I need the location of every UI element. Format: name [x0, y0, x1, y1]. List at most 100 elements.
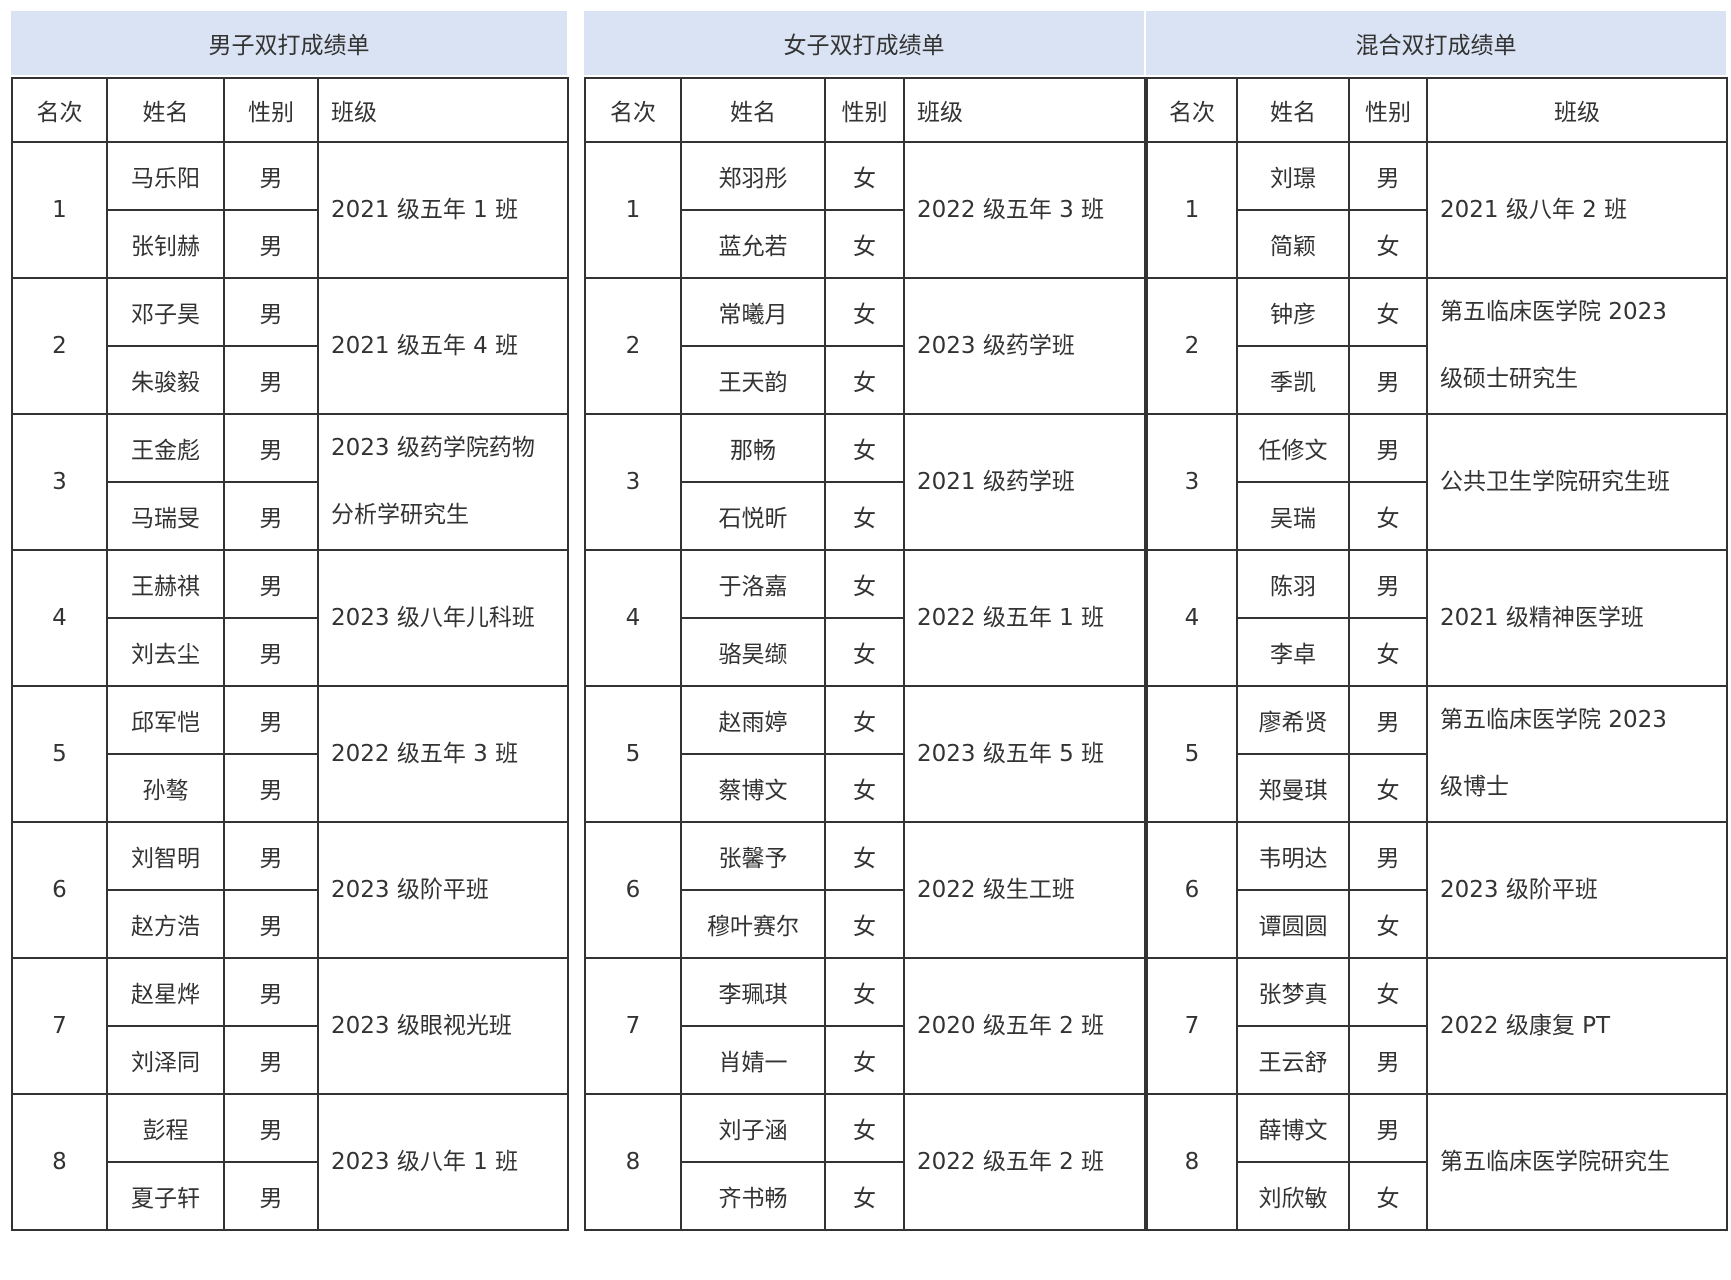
- player-name: 邱军恺: [106, 685, 225, 755]
- player-name: 王赫祺: [106, 549, 225, 619]
- rank-cell: 4: [11, 549, 108, 687]
- table-row: 简颖 女: [1147, 209, 1727, 279]
- rank-cell: 1: [11, 141, 108, 279]
- class-cell: 2022 级康复 PT: [1426, 957, 1728, 1095]
- player-name: 韦明达: [1236, 821, 1350, 891]
- player-gender: 女: [1348, 753, 1428, 823]
- player-gender: 男: [223, 141, 319, 211]
- player-name: 石悦昕: [680, 481, 826, 551]
- class-line: 2022 级五年 3 班: [331, 740, 519, 767]
- player-gender: 男: [223, 889, 319, 959]
- table-row: 3 那畅 女 2021 级药学班: [584, 413, 1146, 551]
- table-row: 刘欣敏 女: [1147, 1161, 1727, 1231]
- player-gender: 男: [1348, 549, 1428, 619]
- class-line: 2022 级康复 PT: [1440, 1012, 1611, 1039]
- player-gender: 女: [824, 345, 905, 415]
- rank-cell: 6: [11, 821, 108, 959]
- rank-cell: 5: [1146, 685, 1238, 823]
- player-gender: 女: [824, 1025, 905, 1095]
- rank-cell: 5: [11, 685, 108, 823]
- player-name: 刘去尘: [106, 617, 225, 687]
- table-row: 穆叶赛尔 女: [585, 889, 1145, 959]
- player-name: 刘智明: [106, 821, 225, 891]
- player-gender: 男: [223, 685, 319, 755]
- player-gender: 女: [1348, 209, 1428, 279]
- class-cell: 2023 级八年 1 班: [317, 1093, 569, 1231]
- class-line: 2021 级八年 2 班: [1440, 196, 1628, 223]
- table-row: 蓝允若 女: [585, 209, 1145, 279]
- rank-cell: 7: [584, 957, 682, 1095]
- player-name: 于洛嘉: [680, 549, 826, 619]
- table-row: 8 彭程 男 2023 级八年 1 班: [11, 1093, 569, 1231]
- womens-doubles-panel: 女子双打成绩单 名次 姓名 性别 班级 1 郑羽彤 女 2022 级五年 3 班…: [584, 11, 1146, 1231]
- rank-cell: 2: [11, 277, 108, 415]
- class-cell: 2023 级八年儿科班: [317, 549, 569, 687]
- rank-cell: 3: [11, 413, 108, 551]
- player-name: 蔡博文: [680, 753, 826, 823]
- class-line: 2022 级五年 3 班: [917, 196, 1105, 223]
- player-name: 骆昊缬: [680, 617, 826, 687]
- table-row: 8 薛博文 男 第五临床医学院研究生: [1146, 1093, 1728, 1231]
- player-name: 张梦真: [1236, 957, 1350, 1027]
- player-name: 朱骏毅: [106, 345, 225, 415]
- player-name: 陈羽: [1236, 549, 1350, 619]
- class-cell: 2022 级生工班: [903, 821, 1146, 959]
- header-name: 姓名: [680, 77, 826, 143]
- player-gender: 女: [824, 209, 905, 279]
- player-gender: 女: [824, 821, 905, 891]
- class-cell: 第五临床医学院研究生: [1426, 1093, 1728, 1231]
- table-row: 齐书畅 女: [585, 1161, 1145, 1231]
- class-line: 2023 级眼视光班: [331, 1012, 512, 1039]
- header-rank: 名次: [1146, 77, 1238, 143]
- class-line: 2022 级五年 2 班: [917, 1148, 1105, 1175]
- player-gender: 男: [223, 481, 319, 551]
- player-name: 李卓: [1236, 617, 1350, 687]
- class-line: 2021 级五年 1 班: [331, 196, 519, 223]
- player-gender: 女: [824, 753, 905, 823]
- class-cell: 第五临床医学院 2023 级硕士研究生: [1426, 277, 1728, 415]
- class-cell: 2021 级五年 1 班: [317, 141, 569, 279]
- player-name: 廖希贤: [1236, 685, 1350, 755]
- player-gender: 女: [1348, 889, 1428, 959]
- player-name: 常曦月: [680, 277, 826, 347]
- table-row: 1 马乐阳 男 2021 级五年 1 班: [11, 141, 569, 279]
- player-gender: 女: [1348, 481, 1428, 551]
- player-name: 邓子昊: [106, 277, 225, 347]
- class-line: 公共卫生学院研究生班: [1440, 468, 1670, 495]
- table-row: 4 于洛嘉 女 2022 级五年 1 班: [584, 549, 1146, 687]
- table-row: 刘泽同 男: [12, 1025, 568, 1095]
- table-row: 季凯 男: [1147, 345, 1727, 415]
- player-gender: 男: [223, 549, 319, 619]
- player-gender: 女: [824, 685, 905, 755]
- mens-doubles-panel: 男子双打成绩单 名次 姓名 性别 班级 1 马乐阳 男 2021 级五年 1 班…: [11, 11, 569, 1231]
- player-gender: 男: [223, 753, 319, 823]
- player-name: 薛博文: [1236, 1093, 1350, 1163]
- player-gender: 女: [1348, 957, 1428, 1027]
- table-row: 6 刘智明 男 2023 级阶平班: [11, 821, 569, 959]
- player-gender: 男: [1348, 1025, 1428, 1095]
- table-row: 肖婧一 女: [585, 1025, 1145, 1095]
- table-row: 朱骏毅 男: [12, 345, 568, 415]
- class-line: 2021 级药学班: [917, 468, 1075, 495]
- class-cell: 2020 级五年 2 班: [903, 957, 1146, 1095]
- table-row: 5 廖希贤 男 第五临床医学院 2023 级博士: [1146, 685, 1728, 823]
- rank-cell: 1: [584, 141, 682, 279]
- player-gender: 男: [1348, 141, 1428, 211]
- table-row: 王云舒 男: [1147, 1025, 1727, 1095]
- rank-cell: 8: [584, 1093, 682, 1231]
- table-row: 1 郑羽彤 女 2022 级五年 3 班: [584, 141, 1146, 279]
- player-name: 刘子涵: [680, 1093, 826, 1163]
- player-gender: 女: [824, 141, 905, 211]
- class-cell: 公共卫生学院研究生班: [1426, 413, 1728, 551]
- table-row: 郑曼琪 女: [1147, 753, 1727, 823]
- class-line: 2020 级五年 2 班: [917, 1012, 1105, 1039]
- class-line: 2023 级八年儿科班: [331, 604, 535, 631]
- player-name: 肖婧一: [680, 1025, 826, 1095]
- class-line: 第五临床医学院研究生: [1440, 1148, 1670, 1175]
- header-gender: 性别: [223, 77, 319, 143]
- class-line: 2023 级药学院药物: [331, 435, 535, 461]
- header-name: 姓名: [1236, 77, 1350, 143]
- table-row: 5 邱军恺 男 2022 级五年 3 班: [11, 685, 569, 823]
- class-cell: 2023 级药学班: [903, 277, 1146, 415]
- table-row: 4 陈羽 男 2021 级精神医学班: [1146, 549, 1728, 687]
